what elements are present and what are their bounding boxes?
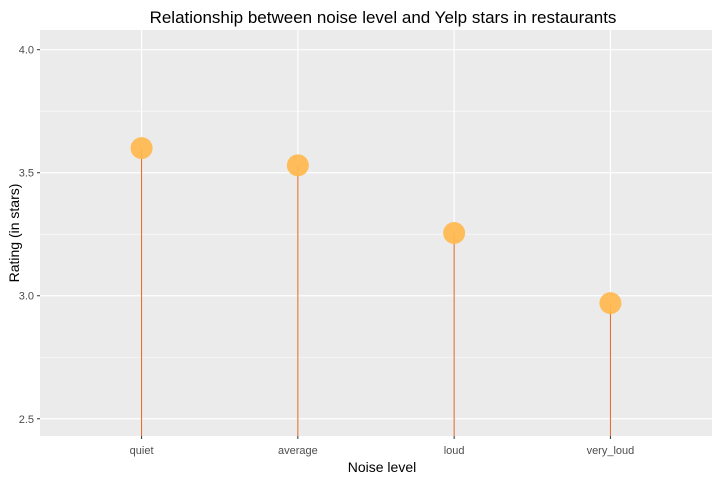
x-tick-label: very_loud: [587, 445, 635, 457]
plot-panel: [40, 30, 712, 436]
lollipop-point: [599, 292, 622, 315]
lollipop-point: [130, 137, 153, 160]
x-axis-label: Noise level: [348, 459, 416, 475]
y-tick-label: 4.0: [19, 45, 34, 57]
x-tick-label: average: [278, 445, 318, 457]
x-axis-ticks: quiet average loud very_loud: [130, 436, 635, 457]
y-tick-label: 2.5: [19, 414, 34, 426]
y-tick-label: 3.5: [19, 168, 34, 180]
y-tick-label: 3.0: [19, 291, 34, 303]
x-tick-label: quiet: [130, 445, 154, 457]
lollipop-points: [130, 137, 622, 315]
x-tick-label: loud: [444, 445, 465, 457]
y-axis-label: Rating (in stars): [6, 184, 22, 283]
lollipop-point: [286, 154, 309, 177]
lollipop-point: [443, 222, 466, 244]
chart-title: Relationship between noise level and Yel…: [150, 8, 617, 27]
lollipop-stems: [141, 148, 611, 436]
y-axis-ticks: 2.5 3.0 3.5 4.0: [19, 45, 40, 426]
minor-gridlines: [40, 110, 712, 358]
